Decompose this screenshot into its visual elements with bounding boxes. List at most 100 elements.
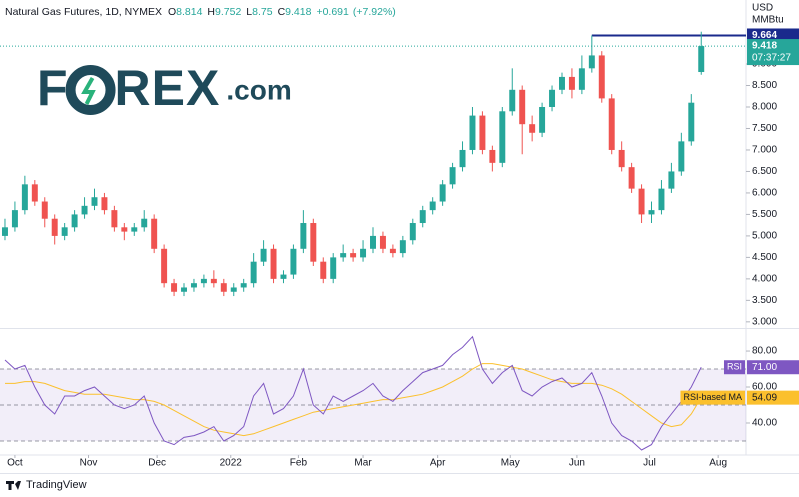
candle-body — [290, 248, 297, 275]
candle-body — [429, 201, 436, 211]
candle-body — [658, 188, 665, 211]
candle-body — [300, 223, 307, 249]
y-tick-label: 6.500 — [752, 166, 777, 177]
ohlc-letter: L — [246, 6, 252, 18]
rsi-value-label: 71.00 — [752, 362, 777, 373]
unit-label: MMBtu — [752, 15, 784, 26]
candle-body — [260, 248, 267, 262]
ohlc-letter: O — [168, 6, 176, 18]
candle-body — [698, 46, 705, 73]
y-tick-label: 8.500 — [752, 80, 777, 91]
candle-body — [111, 210, 118, 228]
candle-body — [439, 184, 446, 202]
candle-body — [161, 248, 168, 284]
candle-body — [280, 274, 287, 279]
x-tick-label: Mar — [354, 458, 372, 469]
candle-body — [181, 287, 187, 292]
candle-body — [519, 89, 526, 125]
candle-body — [21, 184, 28, 211]
candle-body — [509, 89, 516, 112]
rsi-legend-badge — [723, 360, 745, 375]
candle-body — [270, 248, 277, 279]
price-badge-label: 9.418 — [752, 41, 777, 52]
candle-body — [678, 141, 685, 172]
candle-body — [688, 102, 695, 142]
level-badge-label: 9.664 — [752, 30, 777, 41]
candle-body — [459, 149, 466, 168]
candle-body — [489, 149, 496, 163]
candle-body — [499, 111, 506, 163]
x-tick-label: Feb — [290, 458, 308, 469]
candle-body — [618, 149, 625, 168]
x-tick-label: Aug — [709, 458, 727, 469]
candle-body — [389, 248, 396, 254]
candle-body — [549, 89, 556, 107]
ohlc-value: 8.75 — [252, 6, 273, 18]
candle-body — [638, 188, 645, 215]
candle-body — [559, 76, 565, 90]
logo-right: REX — [115, 60, 221, 116]
logo-o-mark — [81, 77, 96, 105]
candle-body — [131, 227, 138, 232]
candle-body — [320, 261, 327, 279]
ohlc-letter: C — [278, 6, 286, 18]
header: Natural Gas Futures, 1D, NYMEX O8.814 H9.7… — [5, 6, 396, 18]
countdown-label: 07:37:27 — [752, 53, 791, 64]
y-tick-label: 8.000 — [752, 102, 777, 113]
candle-body — [379, 235, 386, 249]
level-badge — [747, 28, 799, 43]
candle-body — [330, 257, 337, 279]
candle-body — [539, 106, 546, 133]
candle-body — [151, 218, 158, 249]
candle-body — [31, 184, 38, 202]
candle-body — [51, 218, 58, 236]
price-badge — [747, 39, 799, 66]
y-tick-label: 3.500 — [752, 295, 777, 306]
y-tick-label: 4.000 — [752, 274, 777, 285]
footer-logo — [6, 481, 21, 490]
candle-body — [41, 201, 48, 219]
ohlc-value: 9.752 — [215, 6, 241, 18]
ohlc-value: 9.418 — [285, 6, 311, 18]
x-tick-label: Jun — [569, 458, 585, 469]
candle-body — [529, 124, 536, 133]
currency-label: USD — [752, 3, 773, 14]
candle-body — [171, 283, 178, 292]
candle-body — [250, 261, 257, 284]
candle-body — [310, 223, 317, 262]
candle-body — [121, 227, 128, 232]
y-tick-label: 3.000 — [752, 316, 777, 327]
rsi-value-badge — [747, 360, 799, 375]
change-pct: (+7.92%) — [353, 6, 396, 18]
y-tick-label: 7.000 — [752, 145, 777, 156]
rsi-legend-name: RSI-based MA — [683, 392, 742, 402]
candle-body — [81, 205, 88, 215]
y-tick-label: 6.000 — [752, 188, 777, 199]
x-tick-label: Jul — [643, 458, 656, 469]
rsi-legend-name: RSI — [727, 362, 742, 372]
ohlc-letter: H — [207, 6, 215, 18]
rsi-legend-badge — [680, 390, 745, 405]
candle-body — [350, 253, 357, 258]
rsi-y-tick-label: 40.00 — [752, 418, 777, 429]
candle-body — [101, 197, 108, 211]
x-tick-label: May — [501, 458, 520, 469]
x-tick-label: Dec — [148, 458, 166, 469]
candle-body — [240, 283, 247, 288]
candle-body — [190, 283, 197, 288]
candle-body — [61, 227, 68, 236]
candle-body — [598, 55, 605, 99]
candle-body — [419, 210, 426, 224]
candle-body — [608, 98, 615, 150]
x-tick-label: 2022 — [220, 458, 243, 469]
y-tick-label: 5.500 — [752, 209, 777, 220]
candle-body — [360, 248, 367, 258]
candle-body — [71, 214, 78, 228]
candle-body — [370, 235, 376, 249]
footer-label: TradingView — [26, 479, 87, 491]
rsi-y-tick-label: 80.00 — [752, 346, 777, 357]
candle-body — [1, 227, 8, 236]
candle-body — [220, 283, 227, 292]
candle-body — [409, 223, 416, 241]
candle-body — [648, 210, 655, 215]
